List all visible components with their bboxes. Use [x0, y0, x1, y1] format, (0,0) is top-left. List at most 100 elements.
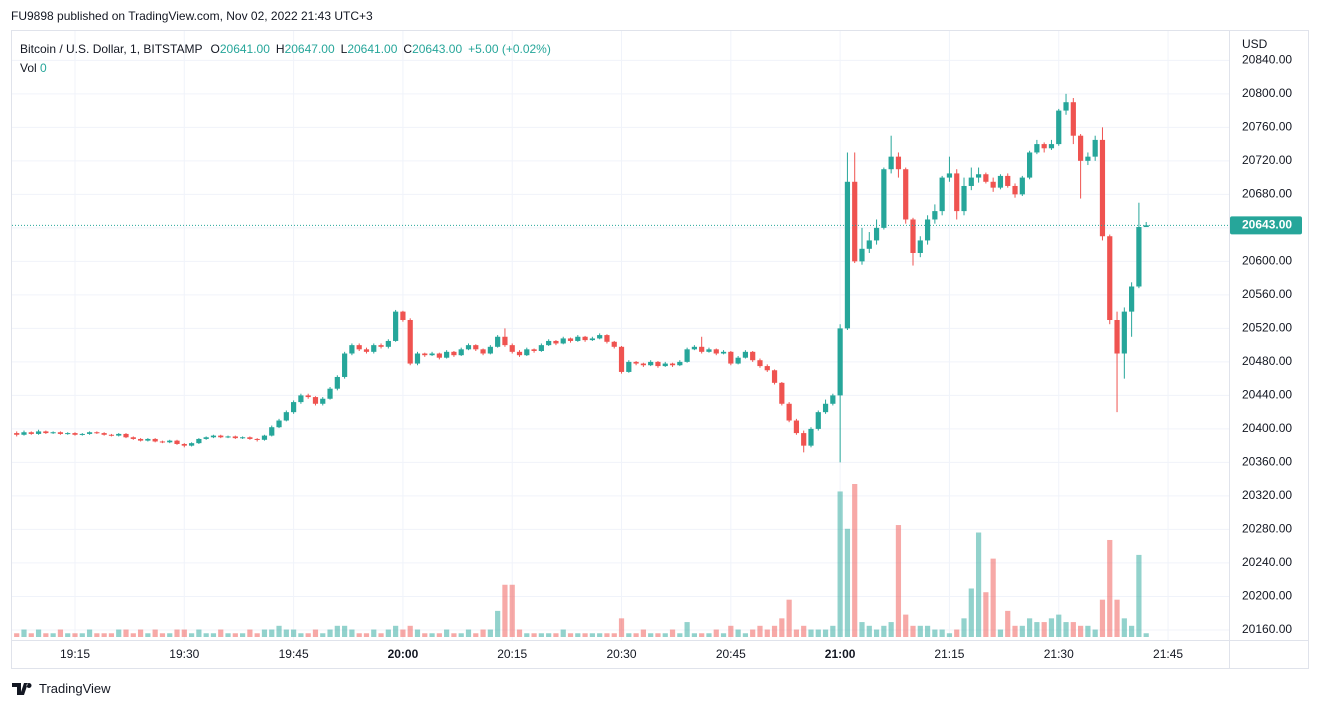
y-tick-label: 20840.00: [1242, 52, 1292, 66]
volume-bar: [990, 558, 996, 637]
candle-body: [917, 240, 923, 253]
volume-bar: [123, 629, 129, 637]
candle-body: [1063, 102, 1069, 111]
candle-body: [881, 169, 887, 228]
candle-body: [254, 438, 260, 440]
candle-body: [407, 320, 413, 364]
x-tick-label: 21:45: [1153, 647, 1183, 661]
ohlc-key: H: [275, 42, 285, 56]
candle-body: [1107, 236, 1113, 321]
volume-bar: [1005, 610, 1011, 637]
volume-bar: [65, 633, 71, 637]
candle-body: [910, 219, 916, 253]
volume-bar: [1063, 622, 1069, 637]
candle-body: [116, 433, 122, 436]
volume-bar: [1099, 599, 1106, 637]
candle-body: [43, 431, 49, 434]
volume-bar: [691, 633, 697, 637]
y-tick-label: 20600.00: [1242, 254, 1292, 268]
volume-bar: [291, 629, 297, 637]
candle-body: [990, 181, 996, 188]
candle-body: [837, 328, 843, 396]
x-tick-label: 19:30: [169, 647, 199, 661]
candle-body: [145, 438, 151, 441]
volume-bar: [983, 592, 989, 637]
volume-bar: [786, 599, 792, 637]
candle-body: [65, 433, 71, 435]
candle-body: [1048, 144, 1055, 149]
candle-body: [538, 345, 544, 351]
volume-bar: [1143, 633, 1149, 637]
candle-body: [684, 349, 690, 362]
volume-bar: [487, 629, 493, 637]
volume-bar: [815, 629, 821, 637]
candle-body: [436, 353, 442, 358]
volume-bar: [232, 633, 238, 637]
candle-body: [14, 433, 20, 435]
symbol: Bitcoin / U.S. Dollar, 1, BITSTAMP: [20, 42, 203, 56]
volume-bar: [939, 629, 945, 637]
candle-body: [1121, 311, 1127, 354]
candle-body: [86, 432, 93, 434]
volume-bar: [473, 633, 479, 637]
candle-body: [757, 360, 763, 367]
volume-bar: [604, 633, 610, 637]
volume-bar: [502, 584, 508, 637]
volume-bar: [152, 629, 158, 637]
volume-bar: [1085, 625, 1091, 637]
volume-bar: [14, 633, 20, 637]
volume-bar: [808, 629, 814, 637]
volume-bar: [895, 525, 902, 637]
candle-body: [553, 340, 559, 344]
candle-body: [291, 402, 297, 413]
candle-body: [975, 174, 982, 178]
volume-bar: [203, 633, 209, 637]
volume-bar: [852, 484, 858, 637]
volume-bar: [378, 633, 384, 637]
candle-body: [232, 436, 238, 439]
candle-body: [298, 395, 304, 403]
candle-body: [334, 376, 340, 389]
volume-bar: [225, 633, 231, 637]
candle-body: [611, 341, 617, 347]
candle-body: [793, 420, 800, 434]
volume-bar: [655, 633, 661, 637]
candle-body: [822, 403, 829, 413]
volume-bar: [626, 633, 632, 637]
volume-bar: [495, 610, 501, 637]
candle-body: [363, 349, 370, 352]
volume-bar: [385, 629, 391, 637]
candle-body: [844, 181, 851, 329]
candle-body: [575, 336, 581, 341]
candle-body: [662, 363, 668, 367]
candle-body: [50, 432, 56, 434]
volume-bar: [822, 629, 829, 637]
candle-body: [283, 412, 289, 421]
ohlc-key: C: [403, 42, 413, 56]
candle-body: [786, 403, 792, 421]
candle-body: [516, 351, 523, 356]
volume-bar: [94, 633, 100, 637]
candle-body: [771, 370, 778, 383]
candle-body: [531, 349, 537, 351]
volume-bar: [582, 633, 588, 637]
candle-body: [924, 219, 931, 241]
candle-body: [1019, 177, 1025, 195]
volume-bar: [79, 633, 85, 637]
candle-body: [932, 211, 938, 220]
legend: Bitcoin / U.S. Dollar, 1, BITSTAMP O20641…: [20, 40, 557, 78]
volume-bar: [677, 633, 683, 637]
volume-bar: [218, 629, 224, 637]
candle-body: [546, 340, 552, 346]
volume-bar: [444, 629, 450, 637]
change: +5.00 (+0.02%): [468, 42, 551, 56]
volume-bar: [888, 622, 894, 637]
candle-body: [320, 398, 326, 404]
x-tick-label: 19:15: [60, 647, 90, 661]
candle-body: [167, 440, 173, 443]
volume-bar: [924, 625, 931, 637]
volume-bar: [553, 633, 559, 637]
candle-body: [604, 335, 610, 342]
candle-body: [1041, 144, 1047, 149]
candle-body: [35, 431, 42, 434]
